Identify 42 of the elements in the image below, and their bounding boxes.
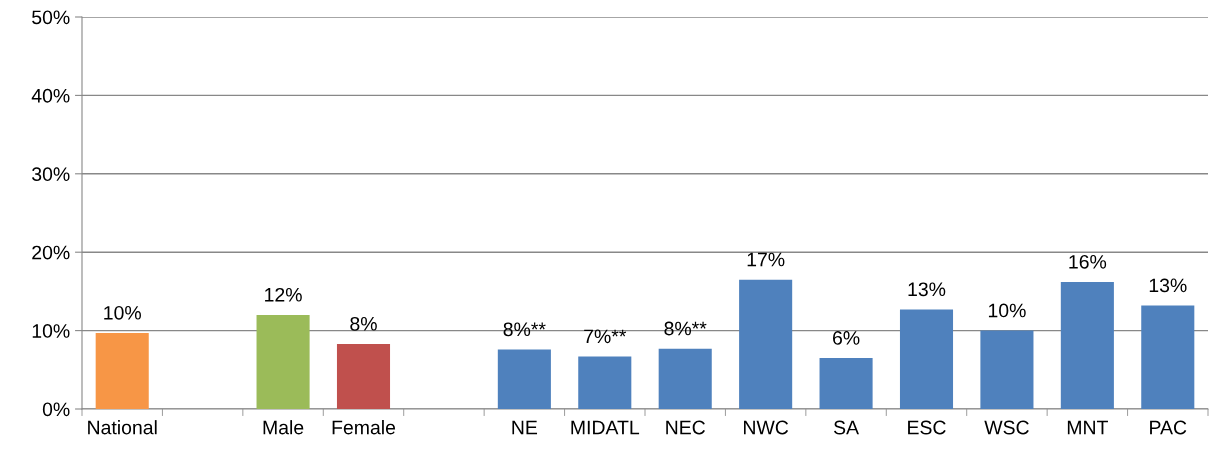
bar (899, 309, 954, 409)
data-label: 17% (747, 252, 785, 267)
data-label: 7%** (584, 329, 627, 344)
data-label: 10% (988, 303, 1026, 318)
y-tick-label: 10% (32, 324, 70, 338)
data-label: 8%** (503, 322, 546, 337)
bar (578, 356, 632, 409)
data-label: 8%** (664, 321, 707, 336)
y-tick-label: 0% (42, 402, 70, 417)
data-label: 13% (1149, 278, 1187, 293)
bar (739, 279, 793, 409)
bar (980, 330, 1034, 409)
bar (1060, 281, 1114, 409)
x-tick-label: MNT (1067, 420, 1108, 435)
y-tick-label: 40% (31, 88, 70, 103)
x-tick-label: MIDATL (571, 420, 640, 435)
y-tick-label: 20% (32, 245, 70, 260)
bar (497, 349, 551, 409)
x-tick-label: WSC (984, 420, 1029, 435)
bar (1141, 305, 1195, 409)
x-tick-label: Male (263, 420, 304, 435)
y-tick-label: 30% (32, 167, 70, 182)
data-label: 6% (833, 331, 860, 345)
data-label: 8% (350, 316, 377, 331)
data-label: 16% (1069, 254, 1107, 269)
data-label: 12% (265, 287, 302, 302)
x-tick-label: PAC (1150, 420, 1187, 435)
data-label: 10% (104, 305, 141, 320)
x-tick-label: National (88, 420, 157, 435)
bar (658, 348, 712, 409)
bar (95, 332, 149, 409)
x-tick-label: ESC (908, 420, 946, 435)
bar (336, 343, 391, 409)
x-tick-label: SA (833, 420, 859, 435)
bar (819, 358, 873, 409)
y-tick-label: 50% (32, 10, 70, 25)
x-tick-label: NEC (666, 420, 705, 435)
x-tick-label: NWC (744, 420, 789, 435)
x-tick-label: Female (332, 420, 396, 435)
data-label: 13% (908, 282, 946, 297)
x-tick-label: NE (512, 420, 538, 435)
bar (256, 314, 310, 409)
